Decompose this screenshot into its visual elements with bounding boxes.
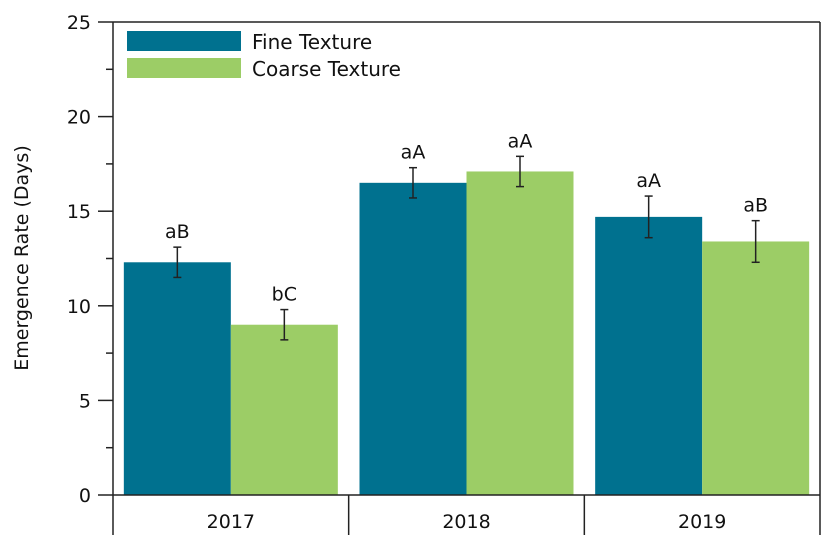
significance-labels-group: aB bC aA aA aA aB: [165, 130, 768, 305]
x-tick-label: 2019: [678, 511, 726, 533]
bar-fine-texture-2018: [359, 182, 467, 495]
y-tick-label: 5: [79, 390, 91, 412]
significance-label: aB: [743, 195, 768, 217]
significance-label: aB: [165, 221, 190, 243]
significance-label: aA: [636, 170, 661, 192]
significance-label: aA: [401, 142, 426, 164]
bar-coarse-texture-2019: [702, 241, 810, 495]
legend-label: Fine Texture: [252, 30, 372, 54]
bar-fine-texture-2019: [595, 216, 703, 495]
bars-group: [123, 171, 810, 495]
y-tick-label: 0: [79, 485, 91, 507]
y-tick-label: 25: [67, 12, 91, 34]
bar-coarse-texture-2018: [466, 171, 574, 495]
x-ticks-group: 2017 2018 2019: [112, 495, 821, 535]
legend-swatch: [127, 58, 241, 78]
bar-fine-texture-2017: [123, 262, 231, 495]
y-tick-label: 20: [67, 107, 91, 129]
significance-label: aA: [508, 130, 533, 152]
error-bars-group: [173, 155, 760, 341]
legend: Fine Texture Coarse Texture: [127, 30, 401, 81]
y-axis-title: Emergence Rate (Days): [11, 145, 33, 371]
significance-label: bC: [272, 284, 297, 306]
legend-swatch: [127, 31, 241, 51]
x-tick-label: 2018: [442, 511, 490, 533]
y-ticks-group: 0 5 10 15 20 25: [67, 12, 113, 507]
y-tick-label: 15: [67, 201, 91, 223]
x-tick-label: 2017: [207, 511, 255, 533]
legend-label: Coarse Texture: [252, 57, 401, 81]
y-tick-label: 10: [67, 296, 91, 318]
bar-coarse-texture-2017: [230, 324, 338, 495]
